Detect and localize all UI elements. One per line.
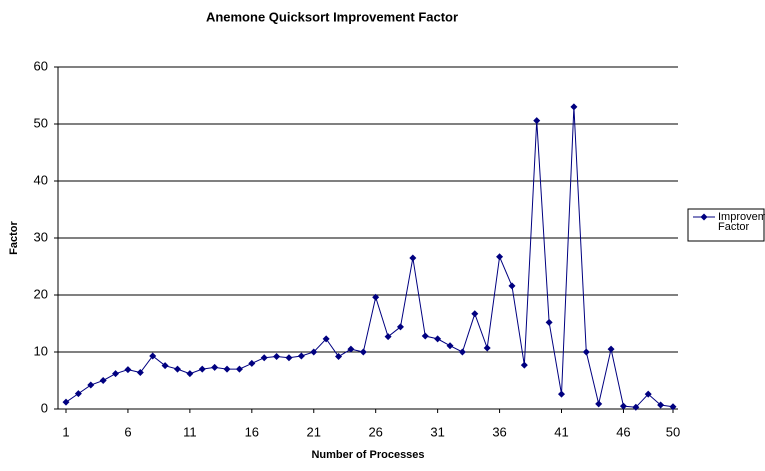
point [248, 359, 256, 367]
legend-box [687, 208, 765, 242]
y-tick-label: 10 [34, 343, 48, 358]
point [322, 335, 330, 343]
point [273, 353, 281, 361]
x-tick-label: 26 [368, 424, 382, 439]
point [669, 403, 677, 411]
point [409, 254, 417, 262]
x-tick-label: 36 [492, 424, 506, 439]
point [619, 402, 627, 410]
x-tick-label: 11 [183, 424, 197, 439]
point [335, 353, 343, 361]
point [582, 348, 590, 356]
point [632, 403, 640, 411]
x-tick-label: 1 [62, 424, 69, 439]
y-tick-label: 20 [34, 286, 48, 301]
x-tick-label: 41 [554, 424, 568, 439]
y-tick-label: 50 [34, 115, 48, 130]
chart-title: Anemone Quicksort Improvement Factor [206, 9, 458, 24]
point [483, 344, 491, 352]
point [446, 342, 454, 350]
point [657, 401, 665, 409]
point [558, 390, 566, 398]
point [310, 348, 318, 356]
point [99, 377, 107, 384]
point [607, 345, 615, 353]
y-axis-label: Factor [8, 220, 20, 254]
point [372, 293, 380, 301]
point [186, 370, 194, 378]
point [421, 332, 429, 340]
point [396, 323, 404, 331]
point [359, 348, 367, 356]
point [520, 361, 528, 369]
x-tick-label: 31 [430, 424, 444, 439]
point [235, 365, 243, 373]
x-tick-label: 21 [307, 424, 321, 439]
point [124, 366, 132, 374]
point [74, 390, 82, 398]
point [570, 103, 578, 111]
point [297, 352, 305, 360]
point [458, 348, 466, 356]
point [223, 365, 231, 373]
point [533, 117, 541, 125]
point [161, 362, 169, 370]
point [198, 365, 206, 373]
point [434, 335, 442, 343]
series-line [65, 106, 674, 408]
legend-marker [700, 213, 708, 221]
x-tick-label: 46 [616, 424, 630, 439]
point [136, 369, 144, 377]
x-tick-label: 6 [124, 424, 131, 439]
point [384, 333, 392, 341]
point [496, 253, 504, 261]
point [595, 400, 603, 408]
point [347, 345, 355, 353]
point [173, 365, 181, 373]
point [260, 354, 268, 362]
point [644, 390, 652, 398]
y-tick-label: 0 [41, 400, 48, 415]
point [112, 370, 120, 378]
point [508, 282, 516, 290]
point [149, 352, 157, 360]
x-axis-label: Number of Processes [311, 449, 424, 461]
point [87, 381, 95, 389]
point [62, 398, 70, 406]
point [545, 318, 553, 326]
y-tick-label: 40 [34, 172, 48, 187]
x-tick-label: 16 [245, 424, 259, 439]
point [471, 310, 479, 318]
y-tick-label: 60 [34, 58, 48, 73]
x-tick-label: 50 [666, 424, 680, 439]
y-tick-label: 30 [34, 229, 48, 244]
point [211, 363, 219, 371]
point [285, 354, 293, 362]
